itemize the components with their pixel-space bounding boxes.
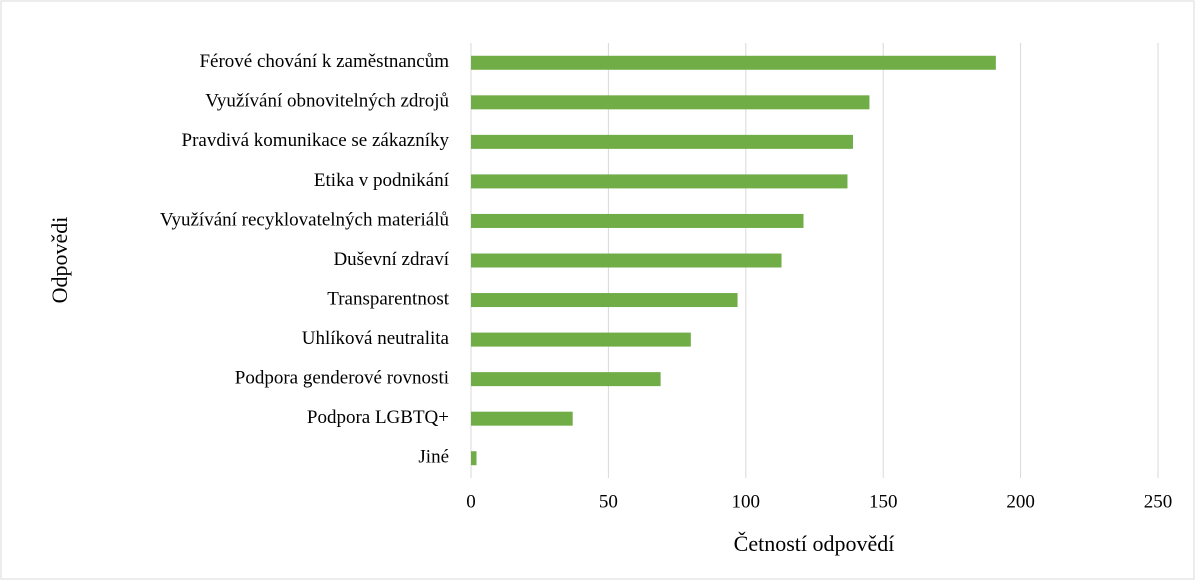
bar (471, 332, 691, 347)
y-tick-label: Uhlíková neutralita (302, 328, 450, 349)
bar (471, 213, 804, 228)
bar (471, 55, 996, 70)
bar (471, 372, 661, 387)
bar (471, 134, 853, 149)
y-axis-title: Odpovědi (47, 217, 72, 304)
x-tick-label: 150 (869, 491, 898, 512)
bar (471, 411, 573, 426)
bar (471, 174, 848, 189)
bar (471, 293, 738, 308)
y-tick-label: Transparentnost (327, 288, 449, 309)
y-tick-label: Pravdivá komunikace se zákazníky (182, 130, 450, 151)
y-tick-label: Férové chování k zaměstnancům (199, 51, 449, 72)
y-tick-label: Využívání recyklovatelných materiálů (160, 209, 450, 230)
x-tick-label: 200 (1006, 491, 1035, 512)
bar (471, 451, 477, 466)
y-tick-label: Etika v podnikání (314, 170, 450, 191)
y-tick-label: Podpora genderové rovnosti (235, 367, 449, 388)
bar (471, 253, 782, 268)
x-tick-label: 50 (599, 491, 618, 512)
bar (471, 95, 870, 110)
y-tick-label: Jiné (418, 447, 449, 468)
y-tick-label: Využívání obnovitelných zdrojů (205, 91, 449, 112)
y-tick-label: Podpora LGBTQ+ (307, 407, 449, 428)
y-tick-label: Duševní zdraví (333, 249, 449, 270)
x-tick-label: 250 (1144, 491, 1173, 512)
x-tick-label: 100 (732, 491, 761, 512)
x-tick-label: 0 (466, 491, 476, 512)
x-axis-title: Četností odpovědí (734, 531, 895, 556)
